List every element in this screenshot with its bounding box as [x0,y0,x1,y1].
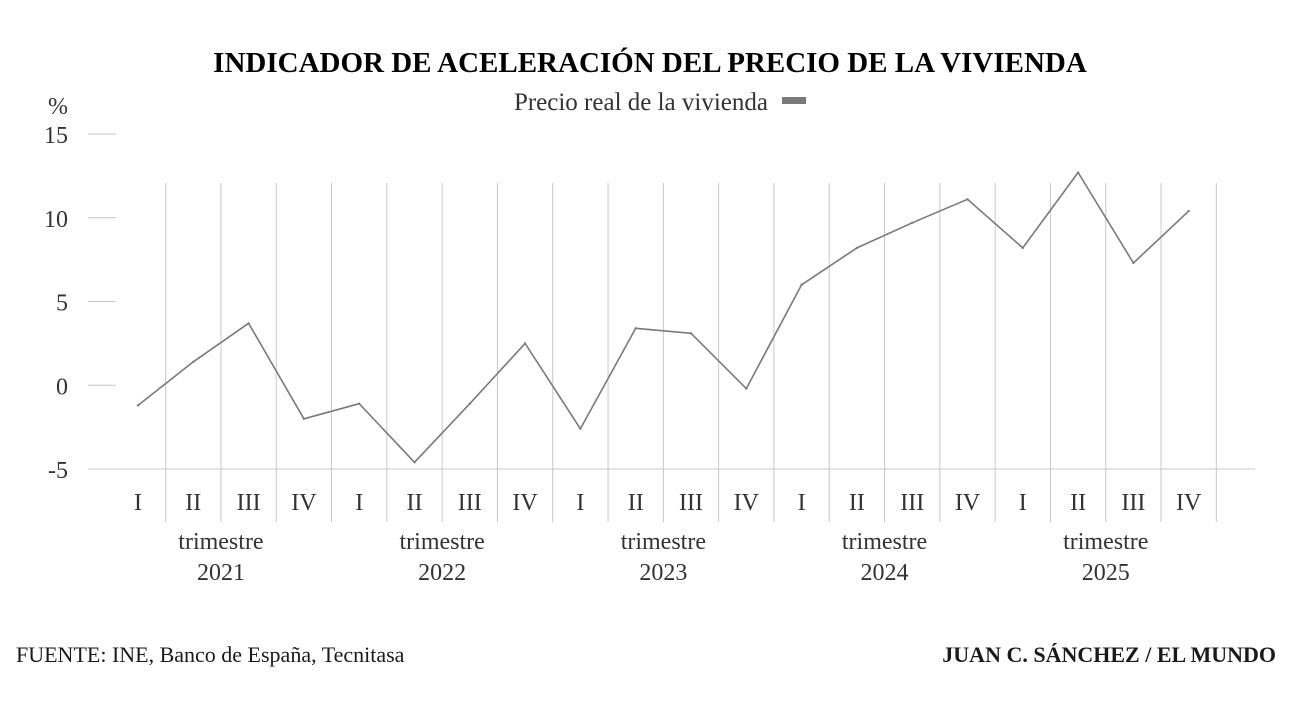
x-tick-label: IV [955,490,981,516]
data-point [911,221,914,224]
x-tick-label: II [849,490,865,516]
data-point [1076,171,1080,174]
data-point [468,402,471,405]
y-axis: 15 10 5 0 -5 [44,123,1255,484]
data-point [523,342,527,345]
year-group-label: trimestre [1063,529,1148,555]
credit-note: JUAN C. SÁNCHEZ / EL MUNDO [942,642,1276,667]
x-tick-label: IV [1176,490,1202,516]
x-tick-label: I [1019,490,1027,516]
x-axis: I II III IV I II III IV I II III IV I II III IV I II III IV… [134,490,1202,586]
y-tick-label: 0 [56,374,68,400]
legend-swatch [782,97,806,104]
data-point [689,332,693,335]
y-tick-label: -5 [48,458,68,484]
data-point [192,360,195,363]
x-tick-label: I [798,490,806,516]
data-point [745,387,748,390]
vertical-gridlines [165,183,1217,522]
legend: Precio real de la vivienda [514,89,806,116]
x-tick-label: III [679,490,703,516]
year-group-label: trimestre [621,529,706,555]
x-tick-label: IV [734,490,760,516]
year-label: 2021 [197,560,245,586]
data-point [1187,209,1190,213]
y-axis-unit: % [48,94,68,120]
y-tick-label: 15 [44,123,68,149]
x-tick-label: II [1070,490,1086,516]
x-tick-label: IV [291,490,317,516]
x-tick-label: III [237,490,261,516]
y-tick-label: 5 [56,291,68,317]
x-tick-label: III [1121,490,1145,516]
y-tick-label: 10 [44,207,68,233]
x-tick-label: IV [512,490,538,516]
data-point [136,404,140,407]
year-group-label: trimestre [399,529,484,555]
data-point [579,427,582,430]
x-tick-label: II [407,490,423,516]
legend-label: Precio real de la vivienda [514,89,768,116]
x-tick-label: III [458,490,482,516]
x-tick-label: II [185,490,201,516]
x-tick-label: III [900,490,924,516]
x-tick-label: I [134,490,142,516]
year-group-label: trimestre [178,529,263,555]
x-tick-label: I [355,490,363,516]
data-point [966,198,969,201]
year-label: 2024 [861,560,909,586]
data-point [413,461,416,464]
data-point [1132,261,1135,265]
chart-title: INDICADOR DE ACELERACIÓN DEL PRECIO DE L… [213,46,1087,79]
series-layer [136,171,1190,464]
year-label: 2022 [418,560,466,586]
line-chart: INDICADOR DE ACELERACIÓN DEL PRECIO DE L… [44,46,1255,586]
x-tick-label: II [628,490,644,516]
data-point [800,283,803,286]
source-note: FUENTE: INE, Banco de España, Tecnitasa [16,642,405,667]
year-label: 2025 [1082,560,1130,586]
data-point [1021,246,1024,250]
series-line [137,171,1190,464]
year-group-label: trimestre [842,529,927,555]
x-tick-label: I [576,490,584,516]
data-point [855,246,859,250]
year-label: 2023 [639,560,687,586]
data-point [634,327,637,330]
data-point [247,322,250,325]
data-point [302,417,306,420]
data-point [358,402,361,405]
